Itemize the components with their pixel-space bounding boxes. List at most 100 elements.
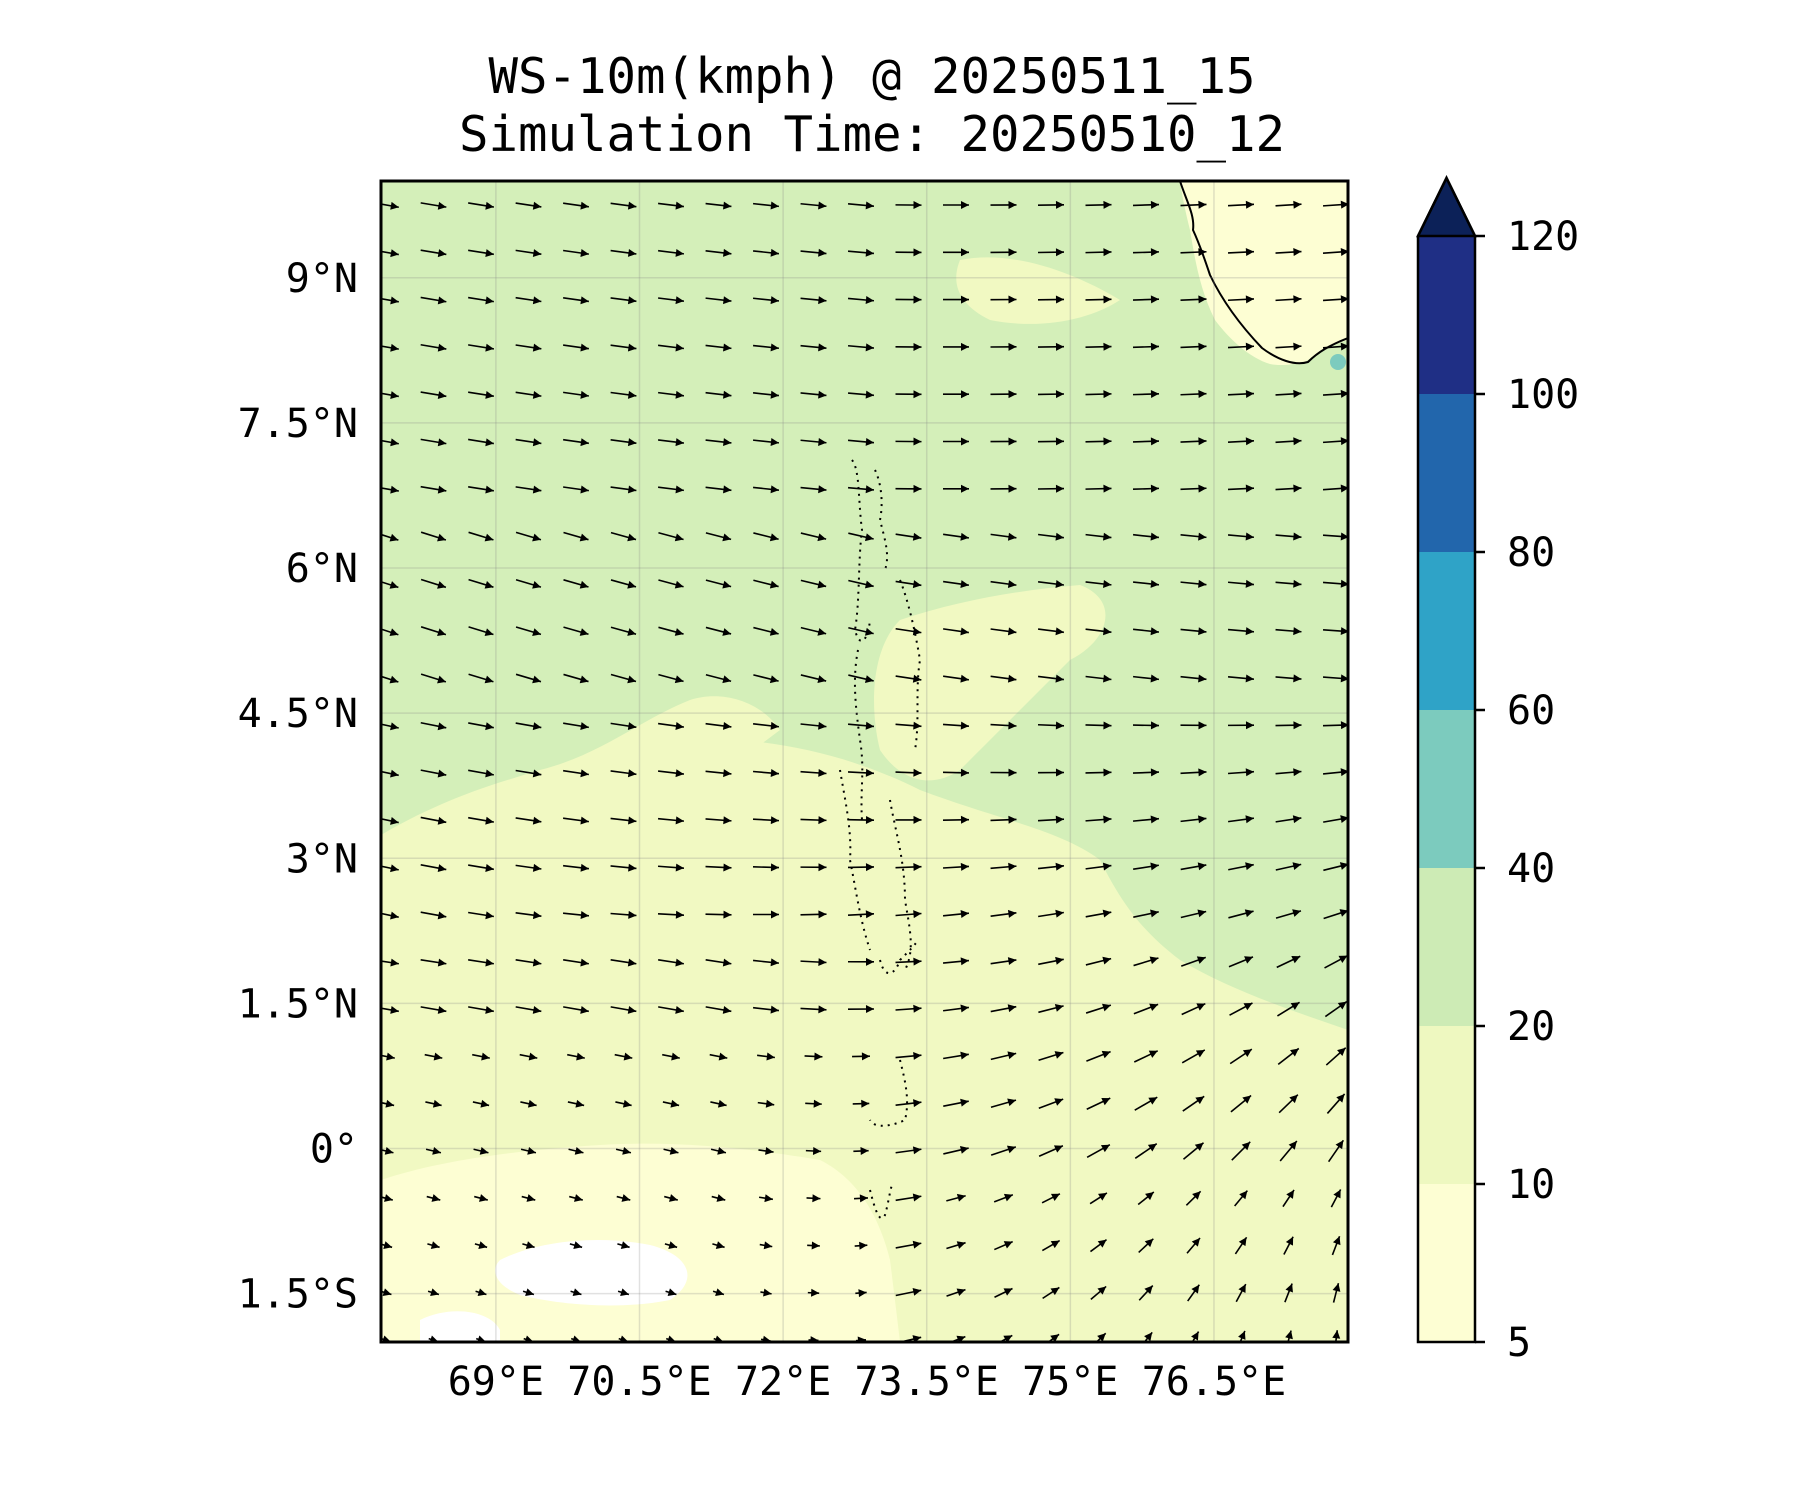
wind-arrow	[426, 1194, 441, 1202]
wind-arrow	[800, 1005, 827, 1014]
wind-arrow	[1185, 1190, 1202, 1206]
wind-arrow	[752, 958, 780, 967]
wind-arrow	[468, 578, 494, 589]
wind-arrow	[990, 674, 1017, 683]
lon-tick-label: 69°E	[448, 1359, 544, 1405]
wind-arrow	[1132, 768, 1160, 777]
colorbar: 5 10 20 40 60 80 100 120	[1415, 175, 1579, 1366]
wind-arrow	[1037, 815, 1065, 824]
wind-arrow	[942, 248, 970, 257]
wind-arrow	[1132, 815, 1160, 824]
wind-arrow	[515, 863, 542, 872]
wind-arrow	[1085, 956, 1112, 966]
wind-arrow	[468, 864, 494, 872]
wind-arrow	[1279, 1140, 1298, 1162]
wind-arrow	[468, 911, 494, 920]
wind-arrow	[800, 674, 827, 684]
wind-arrow	[563, 816, 589, 825]
lon-tick-label: 72°E	[735, 1359, 831, 1405]
wind-arrow	[420, 296, 447, 305]
lon-tick-label: 70.5°E	[567, 1359, 712, 1405]
wind-arrow	[1325, 1047, 1347, 1066]
wind-arrow	[1132, 200, 1160, 209]
wind-arrow	[847, 390, 875, 399]
wind-arrow	[807, 1288, 820, 1297]
wind-arrow	[946, 1241, 966, 1250]
wind-arrow	[1322, 532, 1348, 541]
field-region-light-central	[874, 585, 1106, 781]
title-line-2: Simulation Time: 20250510_12	[458, 106, 1285, 163]
wind-arrow	[1275, 484, 1302, 493]
wind-arrow	[848, 626, 874, 636]
wind-arrow	[381, 533, 399, 542]
wind-arrow	[1238, 1330, 1246, 1342]
wind-arrow	[1090, 1285, 1107, 1300]
wind-arrow	[610, 390, 637, 399]
wind-arrow	[610, 438, 637, 447]
wind-arrow	[1284, 1283, 1293, 1303]
wind-arrow	[475, 1288, 487, 1297]
wind-arrow	[752, 910, 780, 919]
wind-arrow	[515, 249, 542, 257]
wind-arrow	[657, 248, 685, 257]
gridlines	[381, 181, 1348, 1342]
wind-arrow	[942, 815, 970, 824]
wind-arrow	[1085, 815, 1112, 824]
wind-arrow	[993, 1193, 1014, 1203]
wind-arrow	[569, 1241, 583, 1250]
wind-arrow	[1227, 721, 1255, 730]
wind-arrow	[895, 1004, 922, 1013]
wind-arrow	[1275, 815, 1302, 824]
wind-arrow	[468, 343, 494, 352]
wind-arrow	[990, 815, 1017, 824]
wind-arrow	[610, 343, 637, 352]
wind-arrow	[712, 1288, 725, 1297]
wind-arrow	[895, 201, 922, 210]
wind-arrow	[520, 1147, 537, 1155]
wind-arrow	[800, 201, 827, 210]
lat-tick-label: 4.5°N	[238, 691, 358, 737]
wind-arrow	[1326, 1093, 1346, 1114]
wind-arrow	[994, 1240, 1013, 1251]
wind-arrow	[990, 342, 1017, 351]
wind-arrow	[847, 1005, 875, 1014]
wind-arrow	[705, 248, 732, 257]
wind-arrow	[1138, 1238, 1154, 1254]
wind-arrow	[420, 816, 447, 825]
lat-tick-label: 9°N	[286, 256, 358, 302]
wind-arrow	[1143, 1331, 1153, 1342]
wind-arrow	[515, 673, 542, 684]
wind-arrow	[1180, 909, 1207, 919]
wind-arrow	[895, 1146, 922, 1155]
wind-arrow	[381, 485, 399, 494]
wind-arrow	[1322, 721, 1348, 730]
wind-arrow	[853, 1147, 869, 1156]
wind-arrow	[990, 721, 1017, 730]
wind-arrow	[1085, 862, 1112, 871]
wind-arrow	[998, 1334, 1013, 1342]
wind-arrow	[1323, 909, 1348, 920]
wind-arrow	[1275, 579, 1302, 588]
wind-arrow	[1180, 295, 1207, 304]
wind-arrow	[610, 910, 637, 919]
wind-arrow	[1037, 200, 1065, 209]
wind-arrow	[1086, 1050, 1111, 1062]
wind-arrow	[1322, 484, 1348, 493]
colorbar-frame	[1416, 175, 1477, 1344]
wind-arrow	[800, 438, 827, 446]
wind-arrow	[1132, 248, 1160, 257]
wind-arrow	[946, 1288, 966, 1297]
wind-arrow	[1227, 579, 1255, 588]
wind-arrow	[1181, 1049, 1206, 1064]
wind-arrow	[1037, 248, 1065, 257]
wind-arrow	[1227, 342, 1255, 351]
wind-arrow	[990, 437, 1017, 446]
wind-arrow	[563, 249, 589, 257]
wind-arrow	[381, 628, 399, 637]
wind-arrow	[1227, 389, 1255, 398]
wind-arrow	[895, 815, 922, 824]
wind-arrow	[570, 1288, 582, 1297]
wind-arrow	[942, 437, 970, 446]
wind-arrow	[943, 1051, 969, 1060]
